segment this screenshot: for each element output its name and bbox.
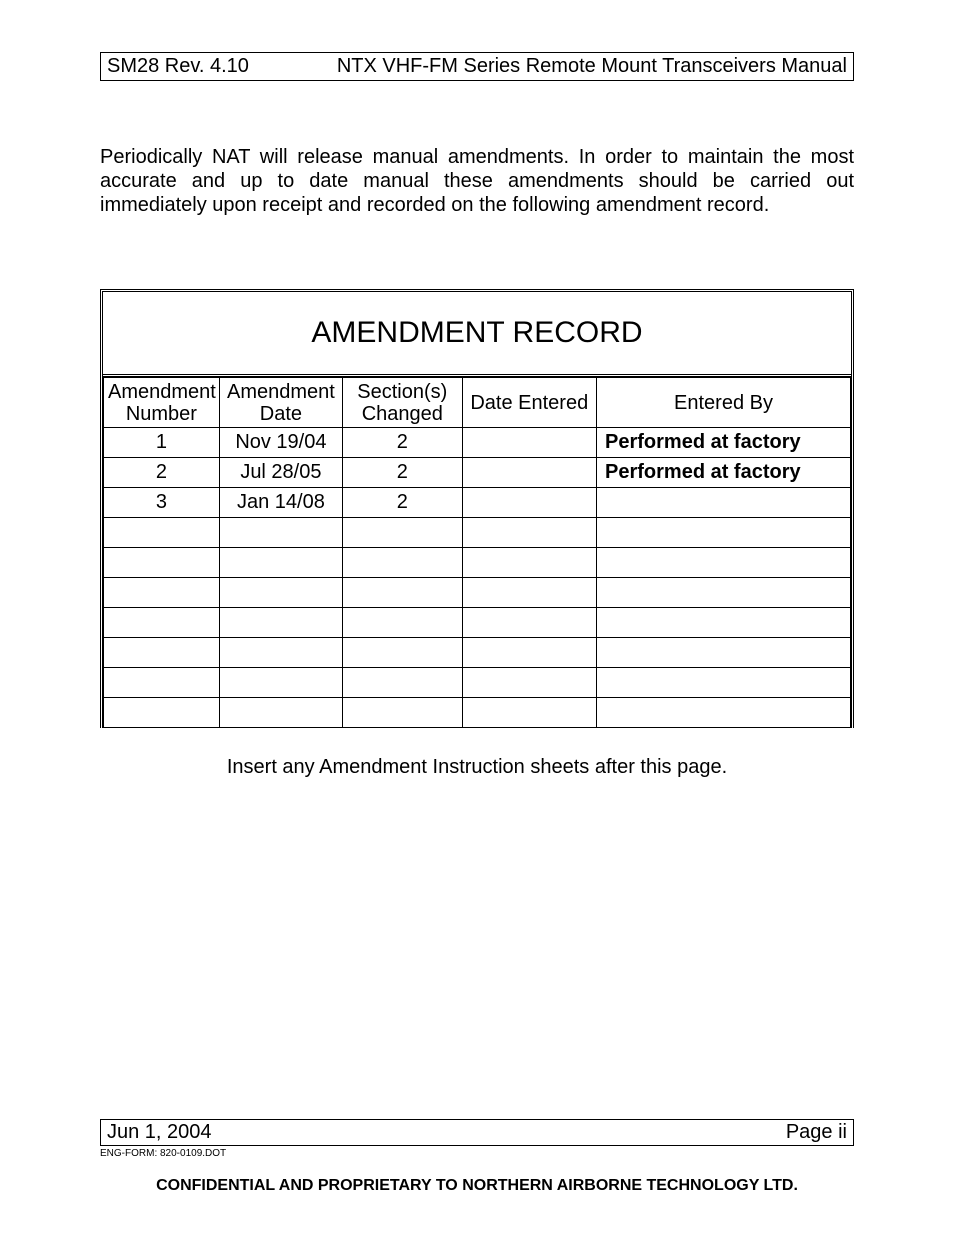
table-row: 1Nov 19/042 Performed at factory bbox=[104, 428, 851, 458]
table-row bbox=[104, 548, 851, 578]
col-header-date-entered: Date Entered bbox=[462, 378, 596, 428]
cell-sections-changed bbox=[343, 638, 463, 668]
cell-entered-by: Performed at factory bbox=[597, 428, 851, 458]
cell-date-entered bbox=[462, 488, 596, 518]
cell-sections-changed bbox=[343, 698, 463, 728]
table-row bbox=[104, 698, 851, 728]
cell-entered-by bbox=[597, 608, 851, 638]
footer-box: Jun 1, 2004 Page ii bbox=[100, 1119, 854, 1146]
eng-form-label: ENG-FORM: 820-0109.DOT bbox=[100, 1148, 854, 1159]
col-header-date: Amendment Date bbox=[219, 378, 342, 428]
cell-amendment-number: 2 bbox=[104, 458, 220, 488]
cell-amendment-date bbox=[219, 518, 342, 548]
cell-sections-changed: 2 bbox=[343, 428, 463, 458]
table-row bbox=[104, 638, 851, 668]
cell-amendment-number: 3 bbox=[104, 488, 220, 518]
page-header: SM28 Rev. 4.10 NTX VHF-FM Series Remote … bbox=[100, 52, 854, 81]
cell-entered-by bbox=[597, 698, 851, 728]
cell-amendment-date bbox=[219, 608, 342, 638]
record-title: AMENDMENT RECORD bbox=[103, 292, 851, 377]
cell-amendment-date: Jul 28/05 bbox=[219, 458, 342, 488]
cell-amendment-number bbox=[104, 668, 220, 698]
header-left: SM28 Rev. 4.10 bbox=[107, 55, 249, 78]
cell-sections-changed bbox=[343, 548, 463, 578]
cell-amendment-date bbox=[219, 638, 342, 668]
cell-entered-by: Performed at factory bbox=[597, 458, 851, 488]
cell-date-entered bbox=[462, 428, 596, 458]
table-row bbox=[104, 668, 851, 698]
cell-entered-by bbox=[597, 518, 851, 548]
col-header-sections: Section(s) Changed bbox=[343, 378, 463, 428]
amendment-table: Amendment Number Amendment Date Section(… bbox=[103, 377, 851, 728]
confidential-notice: CONFIDENTIAL AND PROPRIETARY TO NORTHERN… bbox=[100, 1177, 854, 1195]
cell-amendment-number: 1 bbox=[104, 428, 220, 458]
cell-sections-changed bbox=[343, 608, 463, 638]
cell-entered-by bbox=[597, 488, 851, 518]
cell-entered-by bbox=[597, 548, 851, 578]
col-header-number: Amendment Number bbox=[104, 378, 220, 428]
cell-sections-changed bbox=[343, 578, 463, 608]
cell-entered-by bbox=[597, 578, 851, 608]
table-header-row: Amendment Number Amendment Date Section(… bbox=[104, 378, 851, 428]
header-right: NTX VHF-FM Series Remote Mount Transceiv… bbox=[337, 55, 847, 78]
amendment-record: AMENDMENT RECORD Amendment Number Amendm… bbox=[100, 289, 854, 728]
cell-amendment-date: Jan 14/08 bbox=[219, 488, 342, 518]
cell-amendment-number bbox=[104, 518, 220, 548]
cell-date-entered bbox=[462, 548, 596, 578]
cell-amendment-number bbox=[104, 548, 220, 578]
cell-date-entered bbox=[462, 698, 596, 728]
cell-amendment-date: Nov 19/04 bbox=[219, 428, 342, 458]
cell-amendment-number bbox=[104, 608, 220, 638]
cell-date-entered bbox=[462, 638, 596, 668]
cell-amendment-number bbox=[104, 578, 220, 608]
table-row bbox=[104, 518, 851, 548]
table-row: 3Jan 14/082 bbox=[104, 488, 851, 518]
cell-sections-changed bbox=[343, 518, 463, 548]
cell-sections-changed: 2 bbox=[343, 488, 463, 518]
cell-date-entered bbox=[462, 458, 596, 488]
footer-page-number: Page ii bbox=[786, 1121, 847, 1144]
page-footer: Jun 1, 2004 Page ii ENG-FORM: 820-0109.D… bbox=[100, 1119, 854, 1195]
cell-date-entered bbox=[462, 608, 596, 638]
insert-note: Insert any Amendment Instruction sheets … bbox=[100, 756, 854, 779]
cell-entered-by bbox=[597, 668, 851, 698]
cell-amendment-date bbox=[219, 578, 342, 608]
table-row bbox=[104, 608, 851, 638]
cell-entered-by bbox=[597, 638, 851, 668]
cell-sections-changed: 2 bbox=[343, 458, 463, 488]
cell-amendment-date bbox=[219, 548, 342, 578]
intro-paragraph: Periodically NAT will release manual ame… bbox=[100, 145, 854, 217]
cell-amendment-date bbox=[219, 698, 342, 728]
cell-date-entered bbox=[462, 518, 596, 548]
cell-amendment-number bbox=[104, 638, 220, 668]
document-page: SM28 Rev. 4.10 NTX VHF-FM Series Remote … bbox=[0, 0, 954, 1235]
cell-amendment-date bbox=[219, 668, 342, 698]
cell-date-entered bbox=[462, 668, 596, 698]
table-row bbox=[104, 578, 851, 608]
footer-date: Jun 1, 2004 bbox=[107, 1121, 212, 1144]
cell-date-entered bbox=[462, 578, 596, 608]
col-header-entered-by: Entered By bbox=[597, 378, 851, 428]
table-row: 2Jul 28/052 Performed at factory bbox=[104, 458, 851, 488]
cell-sections-changed bbox=[343, 668, 463, 698]
cell-amendment-number bbox=[104, 698, 220, 728]
